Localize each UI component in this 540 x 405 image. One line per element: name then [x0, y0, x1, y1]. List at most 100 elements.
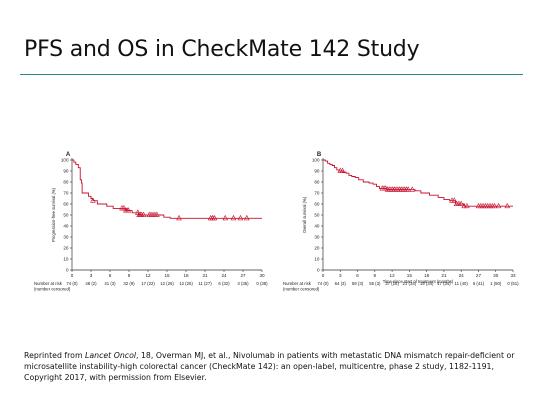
censor-mark	[230, 214, 237, 221]
risk-table-value: 1 (50)	[490, 281, 502, 286]
risk-table-value: 6 (32)	[218, 281, 230, 286]
risk-table-value: 21 (34)	[403, 281, 417, 286]
risk-table-value: 0 (51)	[507, 281, 519, 286]
y-tick-label: 0	[66, 268, 69, 273]
y-tick-label: 80	[314, 180, 320, 185]
censor-mark	[504, 202, 511, 209]
censor-mark	[461, 202, 467, 209]
censor-mark	[140, 211, 147, 217]
y-tick-label: 50	[314, 213, 320, 218]
x-tick-label: 0	[71, 273, 74, 278]
x-tick-label: 33	[510, 273, 516, 278]
survival-curve	[323, 159, 513, 207]
censor-mark	[495, 202, 502, 209]
risk-table-value: 37 (18)	[385, 281, 399, 286]
risk-table-sublabel: (number censored)	[283, 287, 320, 292]
risk-table-value: 19 (34)	[420, 281, 434, 286]
censor-mark	[222, 214, 229, 221]
pfs-chart: A 0 10 20 30 40 50 60 70 80 90 100 0 3 6 9 12 15 18 21 24 27 3…	[34, 152, 268, 292]
panel-label: A	[66, 152, 71, 158]
censor-mark	[339, 167, 346, 173]
y-tick-label: 70	[63, 191, 69, 196]
censor-mark	[409, 186, 416, 192]
censor-mark	[451, 197, 458, 203]
risk-table-value: 6 (41)	[473, 281, 485, 286]
reprint-caption: Reprinted from Lancet Oncol, 18, Overman…	[24, 350, 524, 383]
risk-table-value: 11 (40)	[455, 281, 469, 286]
y-tick-label: 60	[314, 202, 320, 207]
risk-table-value: 11 (27)	[198, 281, 212, 286]
x-tick-label: 24	[459, 273, 465, 278]
panel-label: B	[317, 152, 322, 158]
x-tick-label: 9	[128, 273, 131, 278]
risk-table-value: 48 (2)	[85, 281, 97, 286]
os-chart: B 0 10 20 30 40 50 60 70 80 90 100 0 3 6 9 12 15 18 21 24 27 3…	[283, 152, 519, 292]
y-tick-label: 10	[63, 257, 69, 262]
risk-table-value: 12 (26)	[160, 281, 174, 286]
y-tick-label: 60	[63, 202, 69, 207]
title-underline	[20, 74, 523, 75]
risk-table-value: 55 (3)	[369, 281, 381, 286]
x-tick-label: 21	[441, 273, 447, 278]
x-axis-title: Time since start of treatment (months)	[383, 279, 454, 284]
x-tick-label: 27	[476, 273, 482, 278]
risk-table-sublabel: (number censored)	[34, 287, 71, 292]
caption-journal: Lancet Oncol	[85, 351, 137, 360]
risk-table-value: 59 (3)	[352, 281, 364, 286]
x-tick-label: 3	[90, 273, 93, 278]
risk-table-value: 0 (38)	[256, 281, 268, 286]
censor-mark	[405, 186, 412, 192]
survival-curve	[72, 159, 262, 219]
censor-mark	[484, 202, 491, 209]
risk-table-label: Number at risk	[283, 281, 312, 286]
y-tick-label: 40	[314, 224, 320, 229]
risk-table-value: 17 (34)	[437, 281, 451, 286]
censor-mark	[244, 214, 250, 221]
x-tick-label: 9	[374, 273, 377, 278]
slide-title: PFS and OS in CheckMate 142 Study	[24, 37, 420, 62]
censor-mark	[487, 202, 493, 209]
censor-mark	[458, 200, 464, 206]
x-tick-label: 30	[493, 273, 499, 278]
y-tick-label: 20	[314, 246, 320, 251]
censor-mark	[90, 197, 96, 203]
y-tick-label: 40	[63, 224, 69, 229]
censor-mark	[477, 202, 484, 209]
y-tick-label: 10	[314, 257, 320, 262]
y-axis-title: Overall survival (%)	[302, 196, 307, 233]
y-tick-label: 30	[314, 235, 320, 240]
y-tick-label: 0	[317, 268, 320, 273]
caption-text: , 18, Overman MJ, et al., Nivolumab in p…	[24, 351, 515, 382]
x-tick-label: 18	[183, 273, 189, 278]
x-tick-label: 30	[259, 273, 265, 278]
y-axis-title: Progression-free survival (%)	[51, 187, 56, 242]
risk-table-value: 64 (3)	[335, 281, 347, 286]
y-tick-label: 50	[63, 213, 69, 218]
y-tick-label: 100	[312, 158, 320, 163]
risk-table-value: 17 (22)	[141, 281, 155, 286]
y-tick-label: 20	[63, 246, 69, 251]
risk-table-label: Number at risk	[34, 281, 63, 286]
risk-table-value: 3 (35)	[237, 281, 249, 286]
x-tick-label: 0	[322, 273, 325, 278]
censor-mark	[237, 214, 244, 221]
censor-mark	[337, 167, 344, 173]
y-tick-label: 90	[314, 169, 320, 174]
y-tick-label: 70	[314, 191, 320, 196]
censor-mark	[482, 202, 489, 209]
risk-table-value: 41 (3)	[104, 281, 116, 286]
y-tick-label: 90	[63, 169, 69, 174]
y-tick-label: 30	[63, 235, 69, 240]
censor-mark	[456, 200, 462, 206]
censor-mark	[211, 214, 218, 221]
x-tick-label: 3	[339, 273, 342, 278]
x-tick-label: 15	[164, 273, 170, 278]
risk-table-value: 12 (26)	[179, 281, 193, 286]
censor-mark	[121, 205, 127, 211]
x-tick-label: 24	[221, 273, 227, 278]
caption-prefix: Reprinted from	[24, 351, 86, 360]
y-tick-label: 100	[61, 158, 69, 163]
x-tick-label: 21	[202, 273, 208, 278]
censor-mark	[464, 202, 470, 209]
x-tick-label: 27	[240, 273, 246, 278]
